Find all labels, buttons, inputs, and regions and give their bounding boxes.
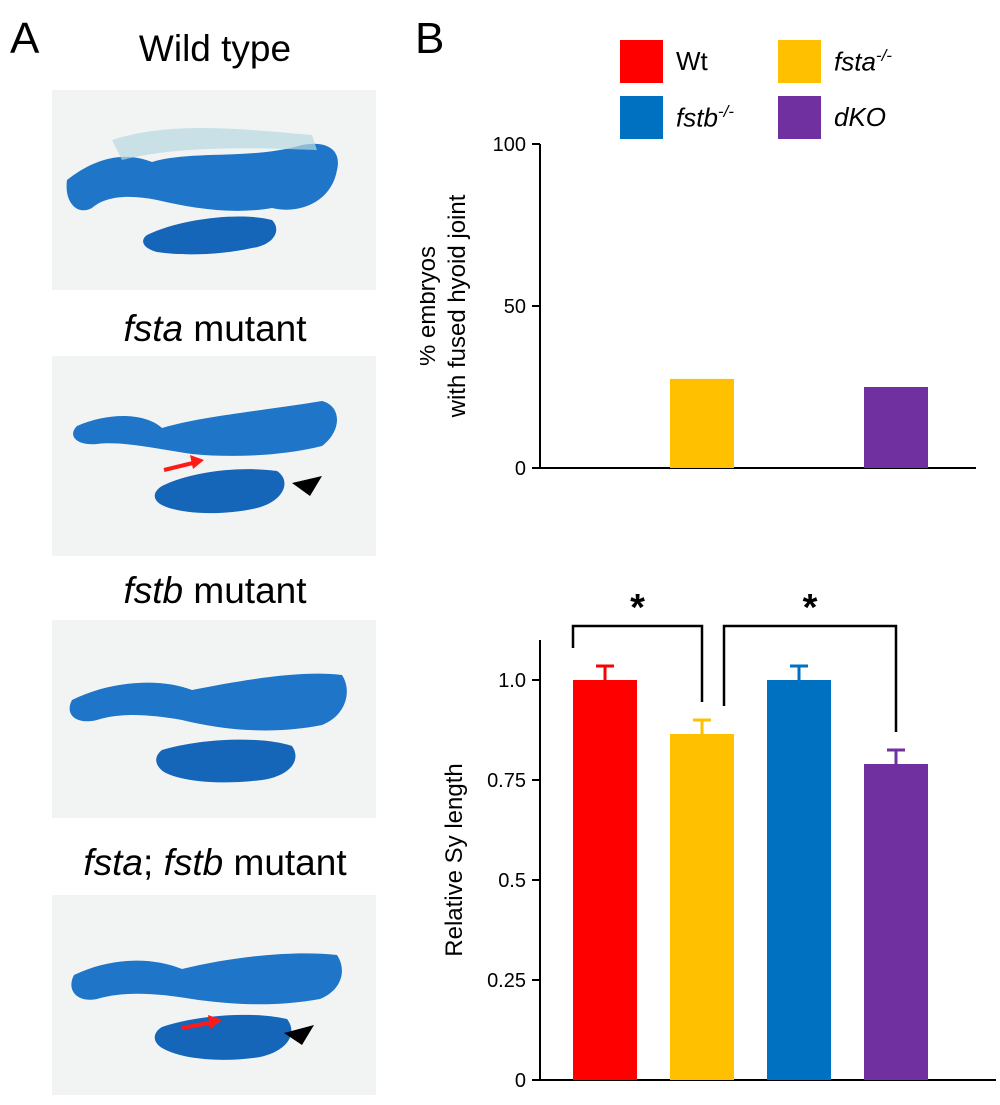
title-text-run: fstb: [123, 570, 184, 611]
bar-2: [670, 378, 734, 468]
alcian-stain-image-fsta: [52, 356, 376, 556]
title-text-run: mutant: [183, 570, 307, 611]
red-arrow-icon: [163, 455, 204, 472]
image-title-1: Wild type: [50, 28, 380, 70]
title-text-run: fsta: [123, 308, 184, 349]
title-text-run: Wild type: [138, 28, 292, 69]
red-arrow-icon: [181, 1015, 222, 1030]
legend-label: dKO: [834, 102, 886, 133]
legend-item-wt: Wt: [620, 40, 820, 84]
image-title-4: fsta; fstb mutant: [50, 842, 380, 884]
y-tick-label: 0.5: [498, 870, 526, 892]
y-tick-label: 0: [515, 1070, 526, 1092]
significance-label: *: [630, 587, 645, 629]
cartilage-drawing-3: [69, 673, 347, 783]
legend-label: Wt: [676, 46, 708, 77]
black-arrowhead-icon: [284, 1025, 314, 1045]
legend-name: Wt: [676, 46, 708, 76]
image-title-3: fstb mutant: [50, 570, 380, 612]
legend-swatch: [778, 96, 821, 139]
legend-item-dko: dKO: [778, 96, 978, 140]
image-title-2: fsta mutant: [50, 308, 380, 350]
y-tick-label: 0: [515, 458, 526, 480]
title-text-run: ;: [143, 842, 164, 883]
legend-swatch: [620, 96, 663, 139]
legend-name: fstb: [676, 102, 718, 133]
alcian-stain-image-fstb: [52, 620, 376, 818]
panel-b-letter: B: [415, 14, 445, 63]
legend-swatch: [620, 40, 663, 83]
y-tick-label: 1.0: [498, 670, 526, 692]
relative-sy-length-chart: 0 0.25 0.5 0.75 1.0 Relative Sy length * *: [441, 587, 996, 1092]
cartilage-drawing-1: [66, 128, 338, 255]
y-axis-label: Relative Sy length: [441, 763, 468, 956]
y-axis-label: % embryos: [420, 246, 441, 366]
y-tick-label: 100: [493, 134, 526, 156]
legend-swatch: [778, 40, 821, 83]
bar-4: [864, 764, 928, 1080]
legend-superscript: -/-: [717, 102, 734, 121]
title-text-run: fsta: [83, 842, 144, 883]
bar-3: [767, 680, 831, 1080]
significance-bracket: [571, 624, 704, 702]
significance-label: *: [803, 587, 818, 629]
bar-2: [670, 734, 734, 1080]
black-arrowhead-icon: [292, 476, 322, 496]
title-text-run: fstb: [163, 842, 224, 883]
legend: Wt fsta-/- fstb-/- dKO: [620, 40, 980, 140]
bar-1: [573, 680, 637, 1080]
legend-name: fsta: [834, 46, 876, 77]
y-tick-label: 0.75: [487, 770, 526, 792]
cartilage-drawing-4: [71, 953, 342, 1060]
panel-a-letter: A: [10, 14, 40, 63]
legend-item-fstb: fstb-/-: [620, 96, 820, 140]
cartilage-shapes: [66, 128, 338, 255]
bar-4: [864, 387, 928, 468]
significance-bracket: [722, 624, 898, 732]
legend-superscript: -/-: [875, 46, 892, 65]
legend-label: fstb-/-: [676, 102, 734, 134]
y-tick-label: 0.25: [487, 970, 526, 992]
legend-label: fsta-/-: [834, 46, 892, 78]
cartilage-drawing-2: [73, 401, 337, 514]
title-text-run: mutant: [223, 842, 347, 883]
title-text-run: mutant: [183, 308, 307, 349]
alcian-stain-image-wild-type: [52, 90, 376, 290]
y-axis-label: with fused hyoid joint: [444, 194, 471, 418]
legend-item-fsta: fsta-/-: [778, 40, 978, 84]
legend-name: dKO: [834, 102, 887, 132]
alcian-stain-image-double-mutant: [52, 895, 376, 1095]
y-tick-label: 50: [504, 296, 526, 318]
